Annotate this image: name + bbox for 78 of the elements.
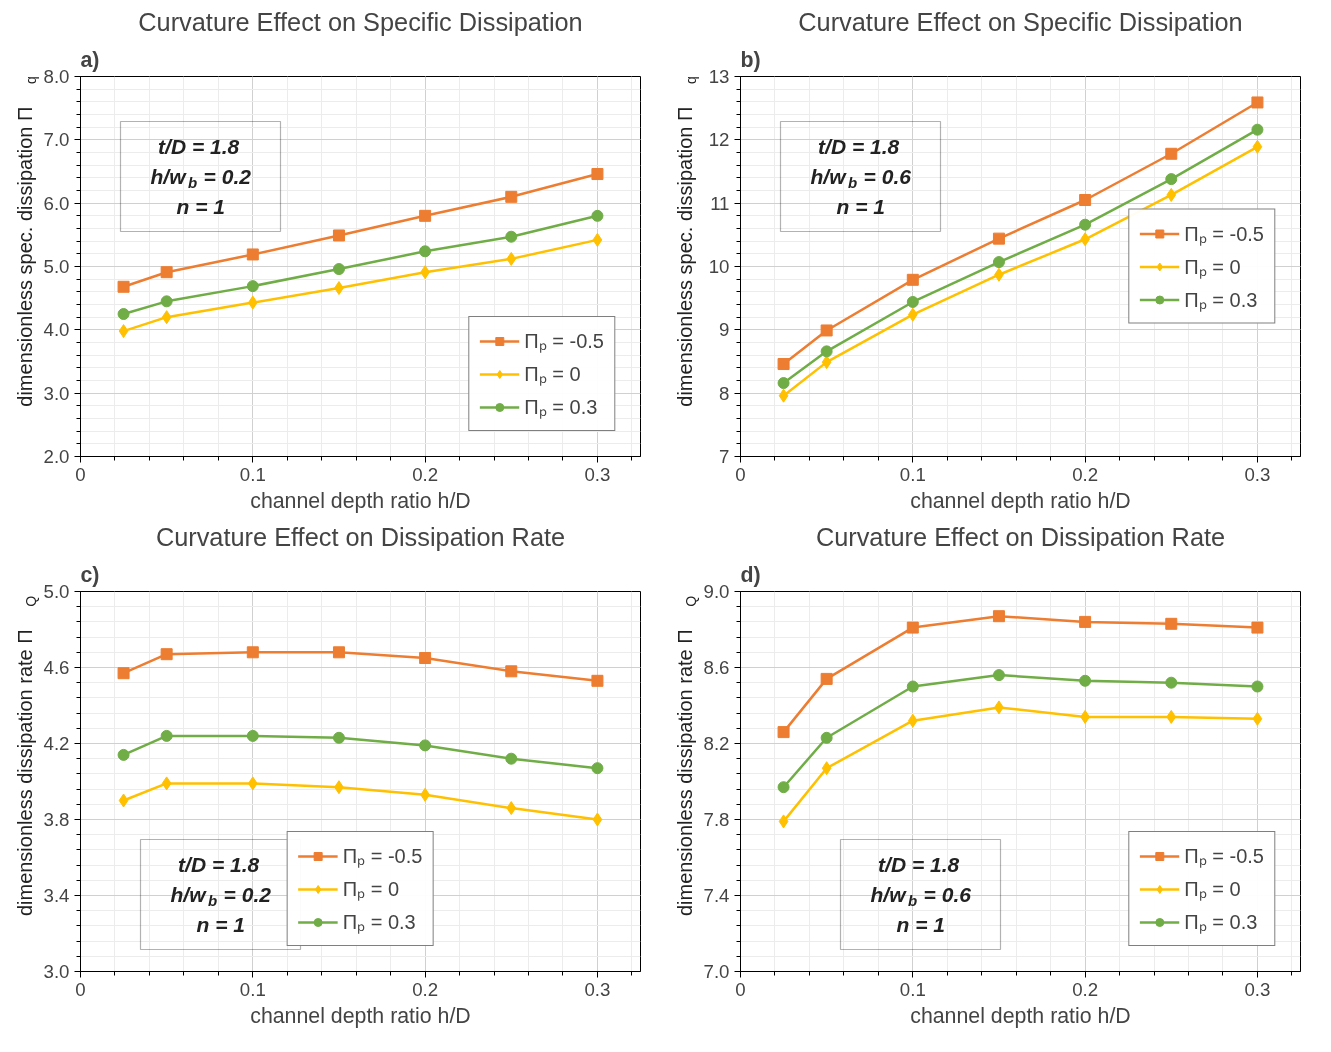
x-tick-label: 0.3 [1244, 463, 1271, 485]
chart-title: Curvature Effect on Dissipation Rate [155, 522, 566, 551]
y-axis-title: dimensionless spec. dissipation Πq [673, 76, 699, 407]
text: c) [80, 562, 100, 587]
chart-title: Curvature Effect on Specific Dissipation [138, 7, 583, 36]
y-axis-title: dimensionless spec. dissipation Πq [13, 76, 39, 407]
annotation: n = 1 [196, 913, 246, 936]
legend-label: Πₚ = 0.3 [342, 910, 416, 935]
y-tick-label: 3.8 [43, 809, 70, 830]
x-tick-label: 0.3 [584, 463, 611, 485]
x-tick-label: 0.2 [412, 463, 439, 485]
y-tick-label: 8.2 [703, 733, 730, 754]
y-tick-label: 7.0 [43, 129, 70, 151]
y-tick-label: 8.6 [703, 657, 730, 678]
y-tick-label: 5.0 [43, 256, 70, 277]
y-axis-title: dimensionless dissipation rate ΠQ [673, 595, 699, 917]
y-tick-label: 3.0 [43, 961, 70, 982]
y-tick-label: 5.0 [43, 581, 70, 602]
y-tick-label: 4.0 [43, 319, 70, 341]
legend-label: Πₚ = -0.5 [1184, 221, 1264, 247]
legend-label: Πₚ = 0.3 [1184, 910, 1258, 935]
y-axis-title: dimensionless dissipation rate ΠQ [13, 595, 39, 917]
text: b) [740, 47, 761, 72]
y-tick-label: 9.0 [703, 581, 730, 602]
y-tick-label: 2.0 [43, 446, 70, 467]
legend-label: Πₚ = 0 [342, 877, 400, 902]
x-tick-label: 0.3 [1244, 978, 1271, 1000]
annotation: n = 1 [176, 195, 226, 218]
y-tick-label: 10 [708, 256, 730, 277]
legend-label: Πₚ = -0.5 [342, 844, 423, 869]
y-tick-label: 7.8 [703, 809, 730, 830]
x-axis-title: channel depth ratio h/D [250, 488, 471, 513]
annotation: n = 1 [836, 195, 886, 218]
legend-label: Πₚ = 0 [1184, 254, 1241, 280]
y-tick-label: 13 [708, 66, 730, 87]
legend-label: Πₚ = -0.5 [524, 329, 604, 354]
y-tick-label: 3.0 [43, 382, 70, 404]
legend-label: Πₚ = 0.3 [524, 395, 598, 420]
y-tick-label: 4.6 [43, 657, 70, 678]
y-tick-label: 8.0 [43, 66, 70, 87]
chart-title: Curvature Effect on Specific Dissipation [798, 7, 1243, 36]
x-tick-label: 0.2 [1072, 978, 1099, 1000]
x-tick-label: 0 [75, 978, 86, 1000]
y-tick-label: 6.0 [43, 192, 70, 214]
annotation: n = 1 [896, 913, 946, 936]
x-axis-title: channel depth ratio h/D [910, 488, 1131, 513]
x-tick-label: 0.2 [412, 978, 439, 1000]
x-tick-label: 0.2 [1072, 463, 1099, 485]
x-axis-title: channel depth ratio h/D [250, 1003, 471, 1028]
y-tick-label: 12 [708, 129, 730, 151]
y-tick-label: 3.4 [43, 885, 70, 906]
y-tick-label: 8 [719, 382, 730, 404]
x-tick-label: 0.1 [239, 463, 266, 485]
x-tick-label: 0 [735, 463, 746, 485]
legend-label: Πₚ = 0 [524, 362, 581, 387]
legend-label: Πₚ = 0.3 [1184, 287, 1258, 313]
text: a) [80, 47, 100, 72]
annotation: t/D = 1.8 [878, 853, 960, 876]
x-tick-label: 0.3 [584, 978, 611, 1000]
x-tick-label: 0 [735, 978, 746, 1000]
x-tick-label: 0.1 [899, 978, 926, 1000]
y-tick-label: 9 [719, 319, 730, 341]
y-tick-label: 7.4 [703, 885, 730, 906]
x-axis-title: channel depth ratio h/D [910, 1003, 1131, 1028]
legend-label: Πₚ = -0.5 [1184, 844, 1264, 869]
annotation: t/D = 1.8 [158, 135, 240, 158]
chart-title: Curvature Effect on Dissipation Rate [815, 522, 1226, 551]
y-tick-label: 11 [710, 192, 730, 214]
y-tick-label: 7 [719, 446, 730, 467]
x-tick-label: 0 [75, 463, 86, 485]
y-tick-label: 7.0 [703, 961, 730, 982]
annotation: t/D = 1.8 [178, 853, 260, 876]
x-tick-label: 0.1 [239, 978, 266, 1000]
y-tick-label: 4.2 [43, 733, 70, 754]
x-tick-label: 0.1 [899, 463, 926, 485]
annotation: t/D = 1.8 [818, 135, 900, 158]
text: d) [740, 562, 761, 587]
legend-label: Πₚ = 0 [1184, 877, 1241, 902]
